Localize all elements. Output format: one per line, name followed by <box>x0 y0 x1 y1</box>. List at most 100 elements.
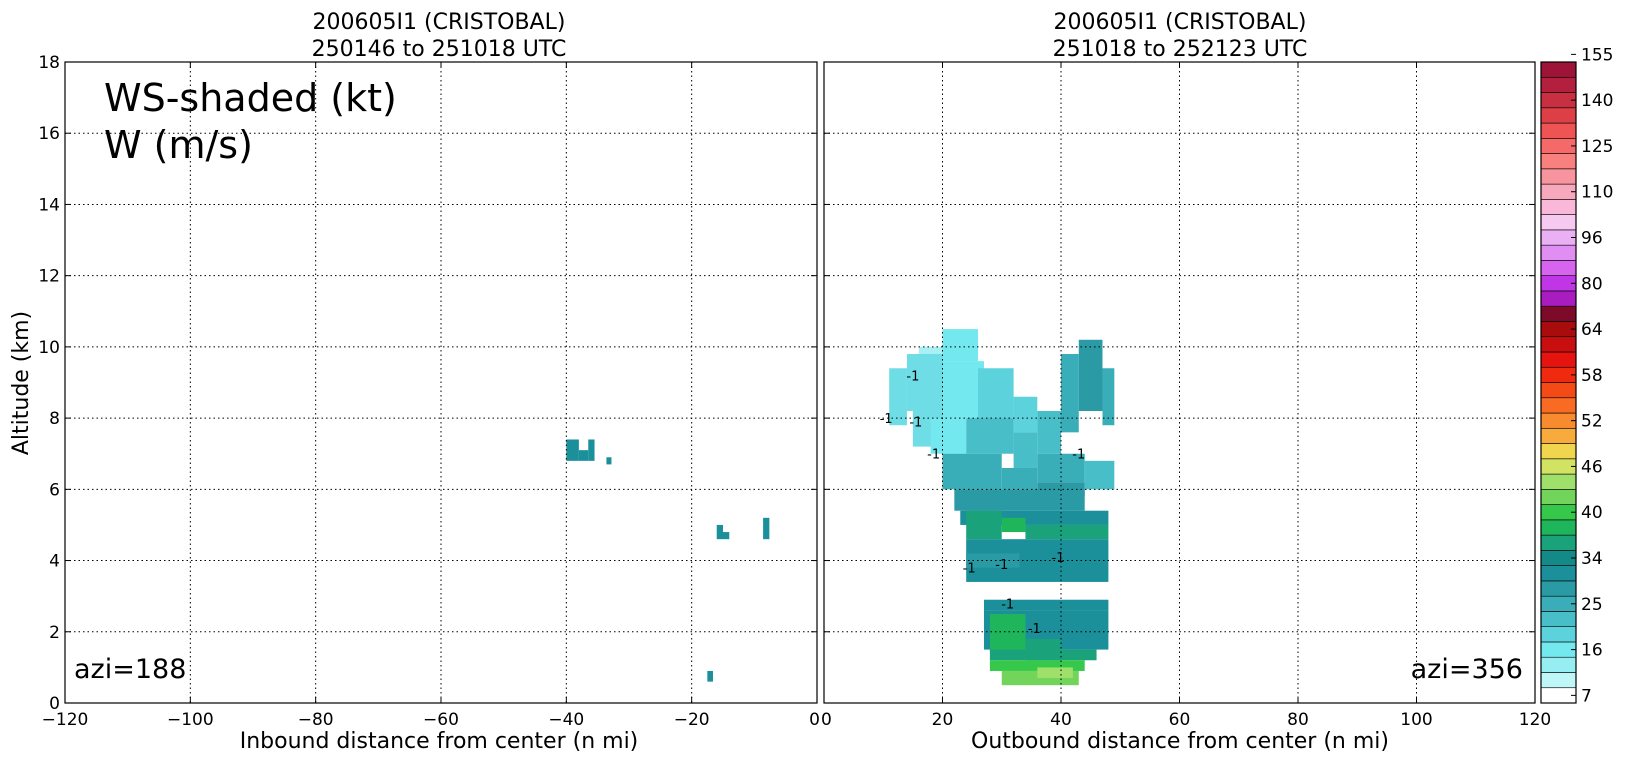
colorbar-swatch <box>1540 397 1577 414</box>
left-azimuth-label: azi=188 <box>74 654 186 685</box>
colorbar-swatch <box>1540 412 1577 429</box>
right-x-axis-label: Outbound distance from center (n mi) <box>971 729 1389 754</box>
right-panel: 0 20 40 60 80 100 120 -1 -1 -1 -1 -1 -1 -1 -1 -1 -1 200… <box>821 10 1551 754</box>
colorbar-tick-label: 46 <box>1581 457 1603 477</box>
shaded-cell <box>989 613 1026 654</box>
x-tick-label: −80 <box>298 710 334 730</box>
shaded-cell <box>1037 410 1061 454</box>
x-tick-label: −40 <box>548 710 584 730</box>
colorbar-tick-label: 140 <box>1581 91 1613 111</box>
colorbar-swatch <box>1540 550 1577 566</box>
shaded-cell <box>716 524 723 540</box>
colorbar-swatch <box>1540 183 1577 200</box>
x-tick-label: 20 <box>932 710 954 730</box>
shaded-cell <box>978 368 1014 419</box>
colorbar-swatch <box>1540 427 1577 444</box>
colorbar-swatch <box>1540 519 1577 536</box>
colorbar-swatch <box>1540 336 1577 353</box>
y-tick-label: 10 <box>38 338 60 358</box>
x-tick-label: 80 <box>1287 710 1309 730</box>
colorbar-swatch <box>1540 244 1577 261</box>
y-tick-label: 2 <box>49 623 60 643</box>
contour-label: -1 <box>1001 597 1014 612</box>
x-tick-label: −60 <box>423 710 459 730</box>
right-title: 200605I1 (CRISTOBAL) <box>1054 10 1307 35</box>
colorbar-swatch <box>1540 122 1577 139</box>
shaded-cell <box>1013 396 1038 433</box>
shaded-cell <box>954 489 1085 511</box>
colorbar-swatch <box>1540 687 1577 704</box>
x-tick-label: 60 <box>1169 710 1191 730</box>
colorbar-swatch <box>1540 168 1577 185</box>
shaded-cell <box>983 599 1109 611</box>
y-tick-label: 16 <box>38 124 60 144</box>
shaded-cell <box>989 660 1085 671</box>
colorbar-tick-label: 80 <box>1581 274 1603 294</box>
colorbar-swatch <box>1540 275 1577 292</box>
shaded-cell <box>966 510 1002 540</box>
colorbar: 7 16 25 34 40 46 52 58 64 80 96 110 125 140 155 <box>1540 45 1613 706</box>
y-tick-label: 6 <box>49 480 60 500</box>
shaded-cell <box>942 453 1002 490</box>
colorbar-swatch <box>1540 153 1577 170</box>
colorbar-swatch <box>1540 260 1577 276</box>
contour-label: -1 <box>1052 551 1065 566</box>
colorbar-tick-label: 125 <box>1581 137 1613 157</box>
shaded-cell <box>942 361 984 419</box>
shaded-cell <box>606 457 612 465</box>
x-tick-label: −20 <box>674 710 710 730</box>
left-subtitle: 250146 to 251018 UTC <box>312 37 567 62</box>
contour-label: -1 <box>906 369 919 384</box>
y-axis-label: Altitude (km) <box>9 311 34 455</box>
shaded-cell <box>566 439 579 461</box>
shaded-cell <box>966 418 1014 454</box>
colorbar-swatch <box>1540 229 1577 246</box>
shaded-cell <box>1037 667 1073 679</box>
contour-label: -1 <box>909 416 922 431</box>
colorbar-swatch <box>1540 321 1577 338</box>
left-x-axis-label: Inbound distance from center (n mi) <box>240 729 639 754</box>
colorbar-swatch <box>1540 489 1577 505</box>
contour-label: -1 <box>995 558 1008 573</box>
shaded-cell <box>1061 354 1079 433</box>
y-tick-label: 0 <box>49 694 60 714</box>
x-tick-label: 0 <box>821 710 832 730</box>
shaded-cell <box>889 368 907 426</box>
y-tick-label: 18 <box>38 53 60 73</box>
y-tick-label: 12 <box>38 267 60 287</box>
colorbar-tick-label: 155 <box>1581 45 1613 65</box>
colorbar-tick-label: 25 <box>1581 595 1603 615</box>
x-tick-label: −100 <box>167 710 214 730</box>
shaded-cell <box>578 450 589 461</box>
shaded-cell <box>1025 524 1109 540</box>
colorbar-swatch <box>1540 534 1577 551</box>
colorbar-swatch <box>1540 138 1577 154</box>
colorbar-swatch <box>1540 366 1577 383</box>
colorbar-swatch <box>1540 656 1577 673</box>
colorbar-swatch <box>1540 290 1577 307</box>
colorbar-swatch <box>1540 443 1577 460</box>
right-subtitle: 251018 to 252123 UTC <box>1053 37 1308 62</box>
x-tick-label: 40 <box>1050 710 1072 730</box>
legend-w: W (m/s) <box>104 123 253 167</box>
shaded-cell <box>723 532 730 540</box>
colorbar-swatch <box>1540 672 1577 689</box>
y-tick-label: 8 <box>49 409 60 429</box>
x-tick-label: 0 <box>809 710 820 730</box>
colorbar-tick-label: 110 <box>1581 183 1613 203</box>
colorbar-swatch <box>1540 351 1577 368</box>
shaded-cell <box>930 418 967 454</box>
left-title: 200605I1 (CRISTOBAL) <box>313 10 566 35</box>
contour-label: -1 <box>880 412 893 427</box>
colorbar-swatch <box>1540 92 1577 109</box>
left-plot-frame <box>64 61 818 704</box>
colorbar-swatch <box>1540 504 1577 521</box>
colorbar-swatch <box>1540 76 1577 93</box>
shaded-cell <box>1001 517 1026 533</box>
colorbar-swatch <box>1540 473 1577 490</box>
shaded-cell <box>1078 339 1103 411</box>
shaded-cell <box>1102 368 1115 426</box>
colorbar-tick-label: 7 <box>1581 686 1592 706</box>
colorbar-swatch <box>1540 214 1577 231</box>
colorbar-frame <box>1540 61 1577 704</box>
